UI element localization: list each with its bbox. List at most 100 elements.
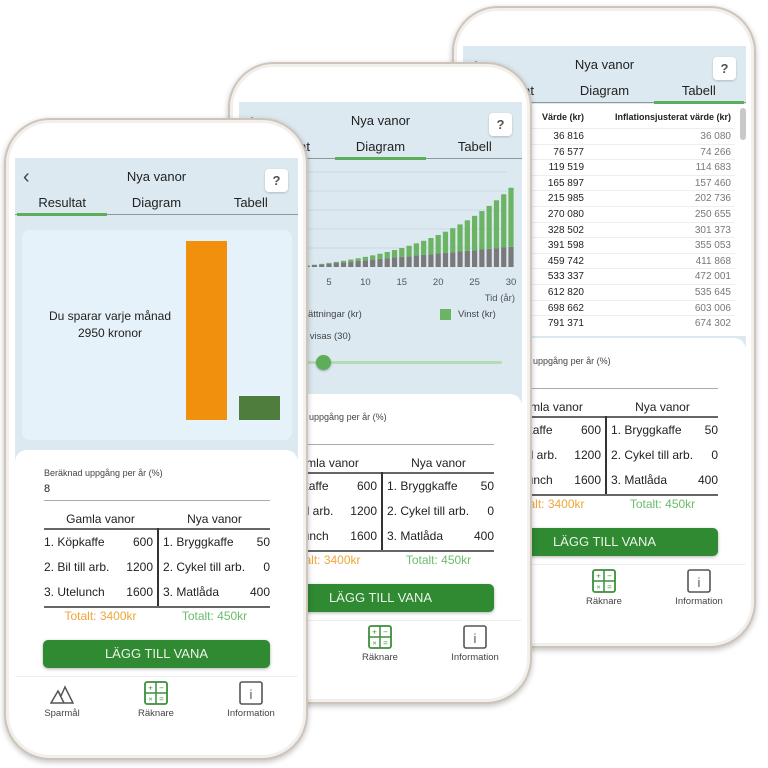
new-habit-row[interactable]: 2. Cykel till arb. 0 bbox=[387, 504, 494, 518]
years-slider-track[interactable] bbox=[279, 361, 502, 364]
new-habit-row[interactable]: 2. Cykel till arb. 0 bbox=[611, 448, 718, 462]
value-table: Värde (kr) Inflationsjusterat värde (kr)… bbox=[463, 104, 746, 336]
page-title: Nya vanor bbox=[350, 113, 411, 128]
x-tick-label: 15 bbox=[397, 277, 408, 288]
value-cell: 533 337 bbox=[547, 271, 584, 283]
help-button[interactable]: ? bbox=[713, 57, 736, 80]
bar-deposits-year-8 bbox=[348, 261, 354, 267]
tab-tabell[interactable]: Tabell bbox=[233, 195, 268, 210]
nav-item-1[interactable]: + − × = Räknare bbox=[559, 565, 649, 608]
habit-name: 3. Matlåda bbox=[611, 473, 668, 487]
new-habit-row[interactable]: 2. Cykel till arb. 0 bbox=[163, 560, 270, 574]
row-divider bbox=[463, 315, 735, 317]
growth-input-underline bbox=[268, 444, 494, 445]
tab-tabell[interactable]: Tabell bbox=[457, 139, 492, 154]
value-cell: 391 598 bbox=[547, 240, 584, 252]
bar-gain-year-29 bbox=[501, 194, 507, 248]
bar-deposits-year-22 bbox=[450, 252, 456, 267]
tab-diagram[interactable]: Diagram bbox=[131, 195, 182, 210]
page-title: Nya vanor bbox=[126, 169, 187, 184]
habit-cost: 50 bbox=[256, 535, 270, 549]
table-divider bbox=[268, 550, 494, 552]
column-header-value: Värde (kr) bbox=[541, 112, 584, 122]
bar-deposits-year-5 bbox=[326, 263, 332, 267]
info-icon: i bbox=[463, 625, 487, 649]
inflation-cell: 301 373 bbox=[694, 224, 731, 236]
table-divider bbox=[492, 494, 718, 496]
inflation-cell: 74 266 bbox=[700, 146, 731, 158]
bar-deposits-year-14 bbox=[391, 257, 398, 267]
habit-cost: 1600 bbox=[350, 529, 377, 543]
add-habit-button[interactable]: LÄGG TILL VANA bbox=[43, 640, 270, 668]
info-icon: i bbox=[687, 569, 711, 593]
row-divider bbox=[463, 299, 735, 301]
years-slider-thumb[interactable] bbox=[316, 355, 331, 370]
growth-label: Beräknad uppgång per år (%) bbox=[44, 468, 163, 478]
habit-name: 2. Cykel till arb. bbox=[163, 560, 246, 574]
habit-name: 3. Utelunch bbox=[44, 585, 105, 599]
inflation-cell: 202 736 bbox=[694, 193, 731, 205]
tab-tabell[interactable]: Tabell bbox=[652, 82, 746, 104]
tab-diagram[interactable]: Diagram bbox=[579, 83, 630, 98]
value-cell: 791 371 bbox=[547, 318, 584, 330]
row-divider bbox=[463, 128, 735, 129]
x-tick-label: 30 bbox=[506, 277, 517, 288]
nav-item-2[interactable]: i Information bbox=[206, 677, 296, 720]
value-cell: 459 742 bbox=[547, 255, 584, 267]
bar-gain-year-14 bbox=[391, 250, 398, 258]
row-divider bbox=[463, 268, 735, 270]
table-scrollbar[interactable] bbox=[740, 108, 746, 140]
new-habit-row[interactable]: 1. Bryggkaffe 50 bbox=[611, 423, 718, 437]
bar-gain-year-5 bbox=[326, 262, 332, 264]
bar-deposits-year-7 bbox=[340, 262, 347, 267]
habit-cost: 50 bbox=[480, 479, 494, 493]
row-divider bbox=[463, 221, 735, 223]
nav-item-1[interactable]: + − × = Räknare bbox=[335, 621, 425, 664]
bar-gain-year-11 bbox=[370, 255, 376, 260]
habit-cost: 1200 bbox=[126, 560, 153, 574]
nav-item-1[interactable]: + − × = Räknare bbox=[111, 677, 201, 720]
value-cell: 215 985 bbox=[547, 193, 584, 205]
bar-gain-year-7 bbox=[340, 260, 347, 263]
tab-resultat[interactable]: Resultat bbox=[15, 194, 109, 216]
back-chevron-icon[interactable]: ‹ bbox=[23, 166, 30, 188]
new-habit-row[interactable]: 1. Bryggkaffe 50 bbox=[163, 535, 270, 549]
growth-input[interactable]: 8 bbox=[44, 483, 51, 495]
phone-resultat: Du sparar varje månad 2950 kronor ‹ Nya … bbox=[4, 118, 308, 760]
new-habit-row[interactable]: 3. Matlåda 400 bbox=[387, 529, 494, 543]
habit-cost: 400 bbox=[249, 585, 270, 599]
help-button[interactable]: ? bbox=[265, 169, 288, 192]
bar-deposits-year-6 bbox=[333, 262, 339, 267]
svg-text:i: i bbox=[250, 687, 253, 702]
nav-item-2[interactable]: i Information bbox=[430, 621, 520, 664]
bar-deposits-year-25 bbox=[472, 250, 478, 267]
help-button[interactable]: ? bbox=[489, 113, 512, 136]
value-cell: 36 816 bbox=[553, 131, 584, 142]
savings-chart: 5 10 15 20 25 30 Tid (år) bbox=[239, 171, 517, 304]
row-divider bbox=[463, 206, 735, 207]
tab-diagram[interactable]: Diagram bbox=[333, 138, 427, 160]
new-habit-row[interactable]: 3. Matlåda 400 bbox=[611, 473, 718, 487]
old-habit-row[interactable]: 3. Utelunch 1600 bbox=[44, 585, 153, 599]
habit-name: 2. Bil till arb. bbox=[44, 560, 110, 574]
new-total: Totalt: 450kr bbox=[405, 553, 472, 567]
legend-swatch-gain bbox=[440, 309, 451, 320]
old-habit-row[interactable]: 1. Köpkaffe 600 bbox=[44, 535, 153, 549]
bar-gain-year-8 bbox=[348, 259, 354, 262]
new-habit-row[interactable]: 1. Bryggkaffe 50 bbox=[387, 479, 494, 493]
column-divider bbox=[381, 472, 383, 550]
svg-text:−: − bbox=[383, 628, 388, 637]
svg-text:×: × bbox=[372, 641, 376, 648]
new-total: Totalt: 450kr bbox=[629, 497, 696, 511]
nav-item-0[interactable]: Sparmål bbox=[17, 677, 107, 720]
bar-deposits-year-29 bbox=[501, 247, 507, 267]
bar-deposits-year-15 bbox=[399, 256, 405, 267]
value-cell: 328 502 bbox=[547, 224, 584, 236]
bar-deposits-year-20 bbox=[435, 253, 441, 267]
new-habit-row[interactable]: 3. Matlåda 400 bbox=[163, 585, 270, 599]
bar-deposits-year-10 bbox=[362, 260, 368, 267]
old-habit-row[interactable]: 2. Bil till arb. 1200 bbox=[44, 560, 153, 574]
svg-text:−: − bbox=[159, 684, 164, 693]
habit-cost: 1600 bbox=[574, 473, 601, 487]
nav-item-2[interactable]: i Information bbox=[654, 565, 744, 608]
